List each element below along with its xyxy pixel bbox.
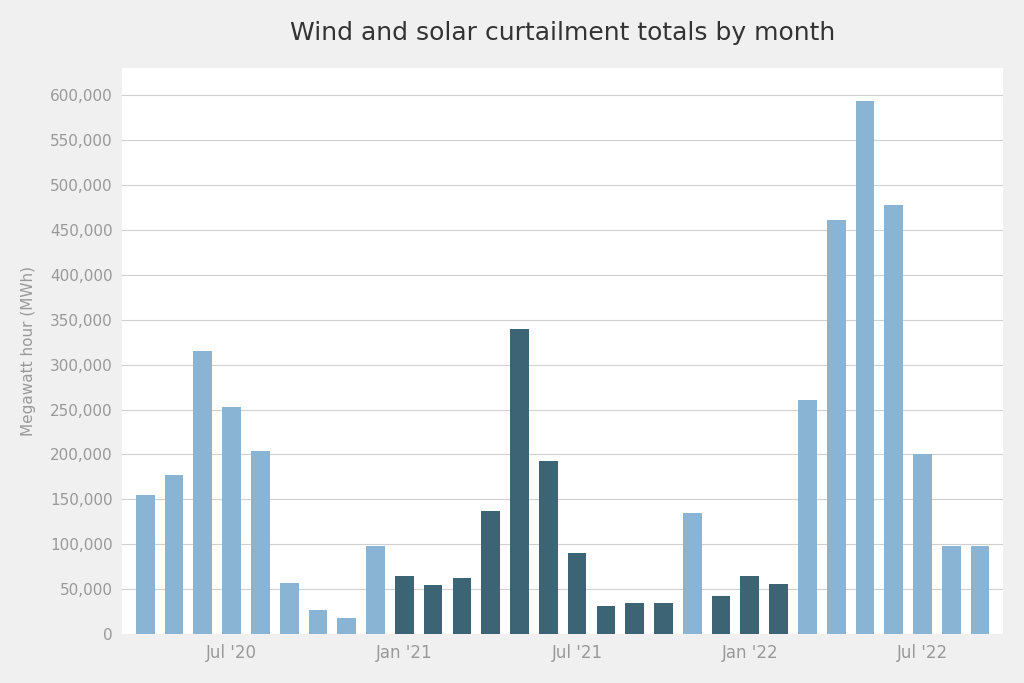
Bar: [740, 576, 759, 635]
Bar: [194, 351, 212, 635]
Bar: [885, 206, 903, 635]
Y-axis label: Megawatt hour (MWh): Megawatt hour (MWh): [20, 266, 36, 436]
Bar: [510, 329, 528, 635]
Bar: [453, 578, 471, 635]
Bar: [481, 511, 500, 635]
Bar: [367, 546, 385, 635]
Bar: [539, 461, 558, 635]
Bar: [683, 513, 701, 635]
Bar: [826, 220, 846, 635]
Bar: [222, 407, 241, 635]
Bar: [251, 451, 269, 635]
Bar: [626, 603, 644, 635]
Bar: [712, 596, 730, 635]
Bar: [971, 546, 989, 635]
Bar: [856, 101, 874, 635]
Bar: [136, 495, 155, 635]
Bar: [798, 400, 817, 635]
Bar: [942, 546, 961, 635]
Bar: [597, 606, 615, 635]
Bar: [424, 585, 442, 635]
Bar: [913, 454, 932, 635]
Bar: [165, 475, 183, 635]
Bar: [280, 583, 299, 635]
Bar: [308, 610, 328, 635]
Bar: [567, 553, 587, 635]
Bar: [337, 618, 356, 635]
Bar: [769, 584, 787, 635]
Bar: [395, 576, 414, 635]
Bar: [654, 603, 673, 635]
Title: Wind and solar curtailment totals by month: Wind and solar curtailment totals by mon…: [290, 21, 836, 45]
